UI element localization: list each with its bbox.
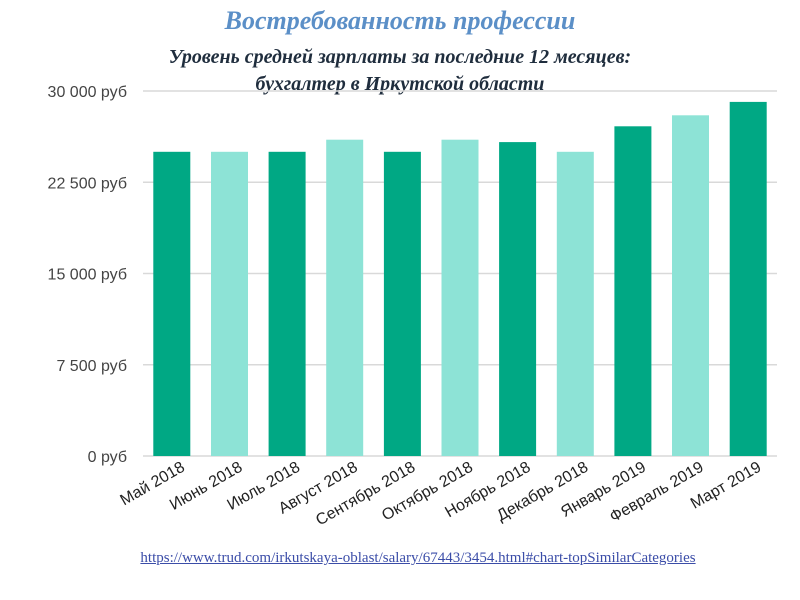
bar (326, 139, 364, 456)
bar (499, 142, 537, 456)
page-title: Востребованность профессии (224, 6, 576, 35)
bars (153, 101, 767, 457)
y-tick-label: 7 500 руб (56, 358, 127, 375)
subtitle-line-2: бухгалтер в Иркутской области (255, 73, 545, 95)
bar (383, 151, 421, 457)
y-tick-label: 0 руб (88, 449, 127, 466)
bar (556, 151, 594, 457)
subtitle-line-1: Уровень средней зарплаты за последние 12… (168, 46, 632, 68)
y-tick-label: 22 500 руб (48, 175, 127, 192)
bar (672, 115, 709, 457)
x-tick-label: Сентябрь 2018 (313, 459, 418, 530)
bar (153, 151, 191, 457)
bar (211, 151, 248, 457)
y-tick-label: 15 000 руб (48, 267, 127, 284)
chart-subtitle: Уровень средней зарплаты за последние 12… (0, 44, 800, 98)
source-link[interactable]: https://www.trud.com/irkutskaya-oblast/s… (140, 550, 696, 566)
y-axis-ticks: 0 руб 7 500 руб 15 000 руб 22 500 руб 30 000… (48, 84, 127, 466)
bar (729, 101, 767, 457)
y-tick-label: 30 000 руб (48, 84, 127, 101)
bar (268, 151, 306, 457)
bar (614, 126, 652, 457)
bar (441, 139, 479, 456)
